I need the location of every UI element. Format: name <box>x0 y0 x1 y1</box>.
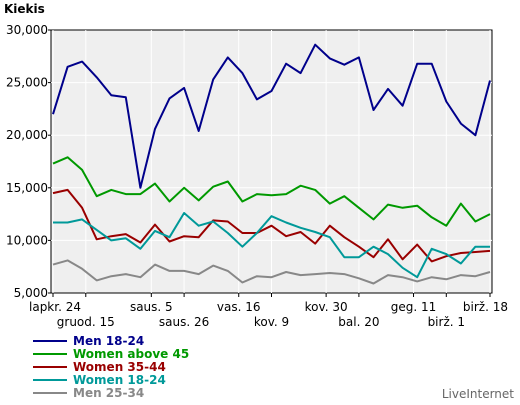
x-tick-label: bal. 20 <box>338 315 379 329</box>
x-tick-label: birž. 18 <box>463 300 508 314</box>
x-tick-label: lapkr. 24 <box>29 300 81 314</box>
x-tick-label: gruod. 15 <box>57 315 115 329</box>
legend-label-women-above-45: Women above 45 <box>73 347 189 361</box>
y-tick-label: 20,000 <box>6 128 48 142</box>
legend-label-men-25-34: Men 25-34 <box>73 386 144 400</box>
y-tick-label: 30,000 <box>6 23 48 37</box>
series-line-women-18-24 <box>53 212 490 279</box>
x-tick-label: geg. 11 <box>391 300 437 314</box>
x-tick-label: saus. 26 <box>159 315 209 329</box>
legend-label-women-18-24: Women 18-24 <box>73 373 166 387</box>
y-axis-label: Kiekis <box>4 2 45 16</box>
x-tick-label: kov. 30 <box>305 300 348 314</box>
x-tick-label: kov. 9 <box>254 315 289 329</box>
series-line-men-18-24 <box>52 43 491 189</box>
x-tick-label: saus. 5 <box>130 300 173 314</box>
x-tick-labels: lapkr. 24 saus. 5 vas. 16 kov. 30 geg. 11 bir… <box>29 293 508 329</box>
series-line-women-35-44 <box>52 188 491 263</box>
credit-text: LiveInternet <box>442 387 514 401</box>
series-line-women-above-45 <box>52 156 491 227</box>
y-tick-label: 10,000 <box>6 233 48 247</box>
y-tick-label: 25,000 <box>6 76 48 90</box>
x-tick-label: vas. 16 <box>217 300 261 314</box>
y-tick-labels: 30,000 25,000 20,000 15,000 10,000 5,000 <box>6 23 51 300</box>
legend-label-women-35-44: Women 35-44 <box>73 360 166 374</box>
y-tick-label: 5,000 <box>14 286 48 300</box>
x-tick-label: birž. 1 <box>428 315 465 329</box>
series-lines <box>52 43 491 285</box>
series-line-men-25-34 <box>52 259 491 285</box>
legend-label-men-18-24: Men 18-24 <box>73 334 144 348</box>
y-tick-label: 15,000 <box>6 181 48 195</box>
grid-lines <box>51 30 492 293</box>
